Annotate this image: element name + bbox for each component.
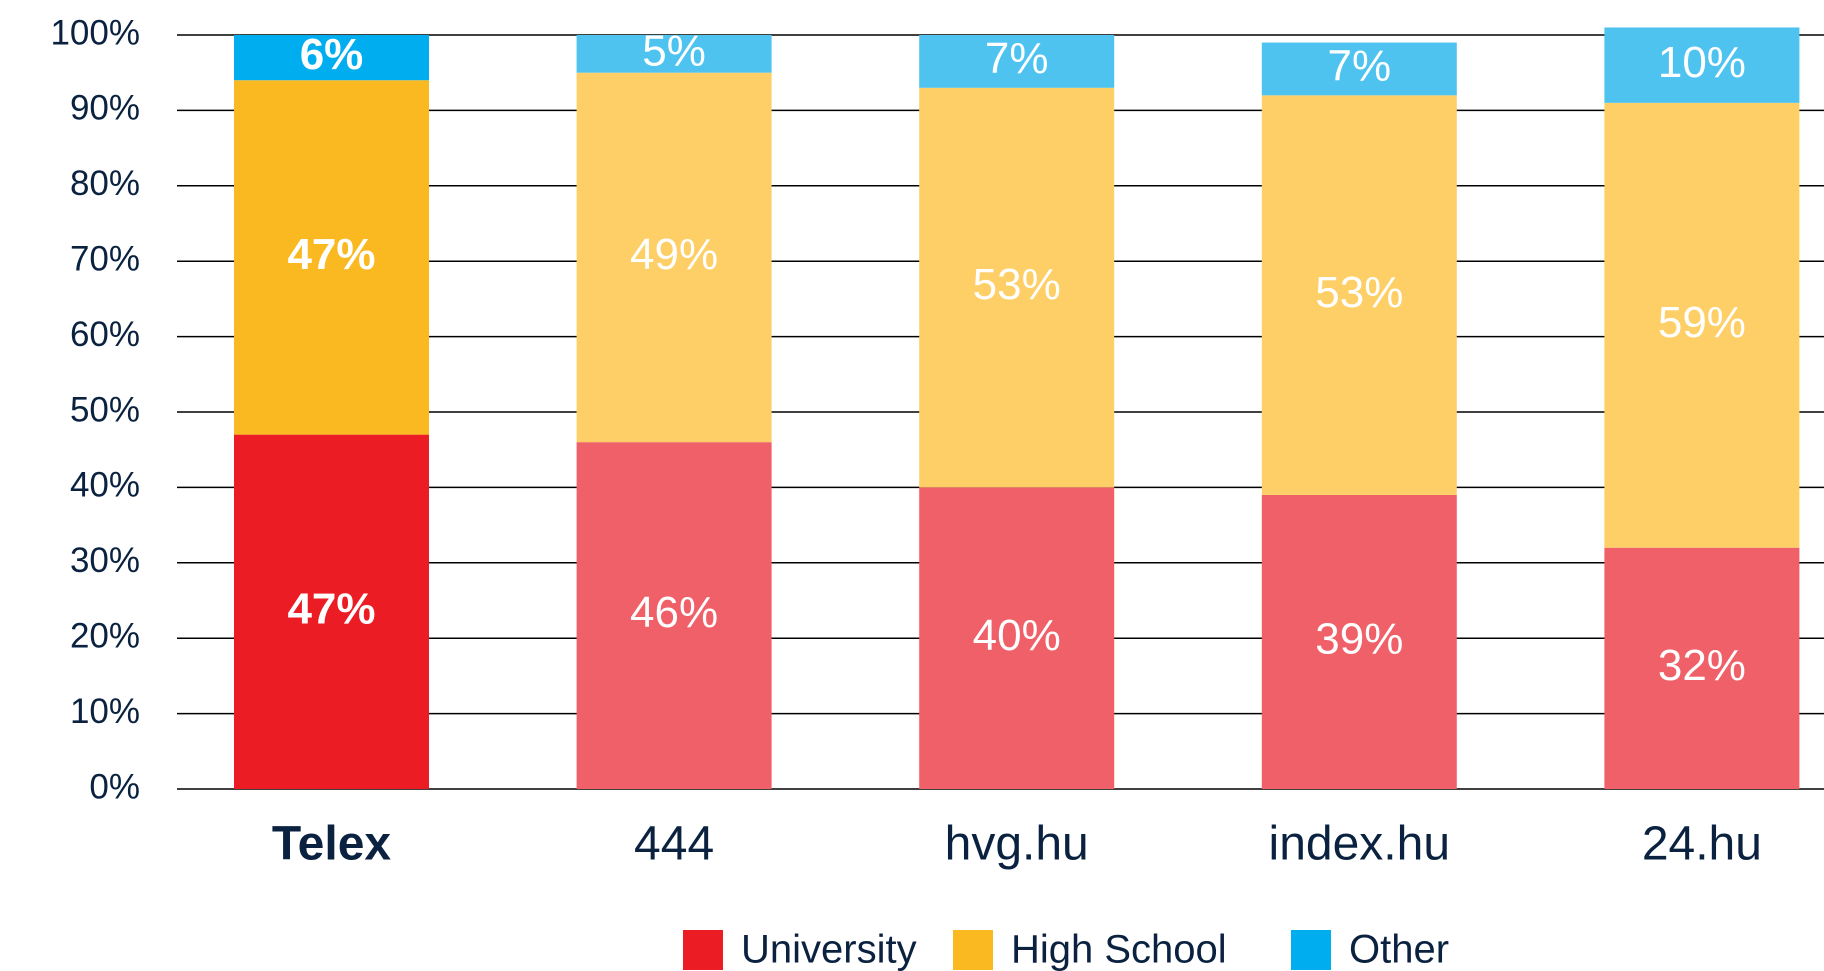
data-label: 7% [1328,42,1392,91]
data-label: 59% [1658,298,1746,347]
data-label: 47% [287,584,375,633]
bar-segment [1604,102,1800,548]
legend-label: University [741,928,917,971]
bar-segment [576,35,772,73]
bar-segment [919,35,1115,88]
x-tick-label: hvg.hu [945,818,1089,871]
bar-segment [234,35,429,81]
x-tick-label: index.hu [1269,818,1450,871]
y-tick-label: 50% [70,390,140,429]
x-tick-label: 24.hu [1642,818,1762,871]
bar-segment [1261,42,1457,96]
y-tick-label: 90% [70,89,140,128]
legend-swatch [953,930,993,970]
legend-swatch [1291,930,1331,970]
bar-segment [919,87,1115,488]
data-label: 40% [973,611,1061,660]
y-tick-label: 60% [70,315,140,354]
y-tick-label: 20% [70,616,140,655]
legend-label: High School [1011,928,1227,971]
legend-label: Other [1349,928,1449,971]
data-label: 39% [1315,615,1403,664]
bar-segment [919,487,1115,789]
y-tick-label: 40% [70,466,140,505]
bar-segment [234,80,429,435]
bar-segment [1604,27,1800,103]
bar-segment [576,72,772,443]
bar-segment [1261,494,1457,789]
data-label: 46% [630,588,718,637]
bar-segment [576,442,772,789]
data-label: 10% [1658,38,1746,87]
y-tick-label: 10% [70,692,140,731]
legend-swatch [683,930,723,970]
data-label: 32% [1658,641,1746,690]
x-tick-label: 444 [634,818,714,871]
data-label: 5% [642,26,706,75]
bar-segment [1604,547,1800,789]
data-label: 53% [1315,268,1403,317]
bar-segment [1261,95,1457,495]
x-tick-label: Telex [272,818,391,871]
y-tick-label: 80% [70,164,140,203]
y-tick-label: 70% [70,239,140,278]
y-tick-label: 0% [89,767,140,806]
data-label: 49% [630,230,718,279]
y-tick-label: 100% [50,13,140,52]
data-label: 47% [287,230,375,279]
bar-segment [234,434,429,789]
y-tick-label: 30% [70,541,140,580]
data-label: 7% [985,34,1049,83]
data-label: 6% [300,30,364,79]
data-label: 53% [973,260,1061,309]
